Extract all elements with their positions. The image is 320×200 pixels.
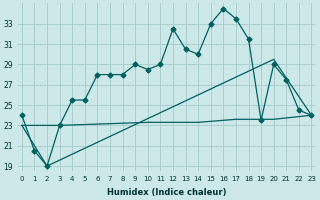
X-axis label: Humidex (Indice chaleur): Humidex (Indice chaleur) [107, 188, 227, 197]
